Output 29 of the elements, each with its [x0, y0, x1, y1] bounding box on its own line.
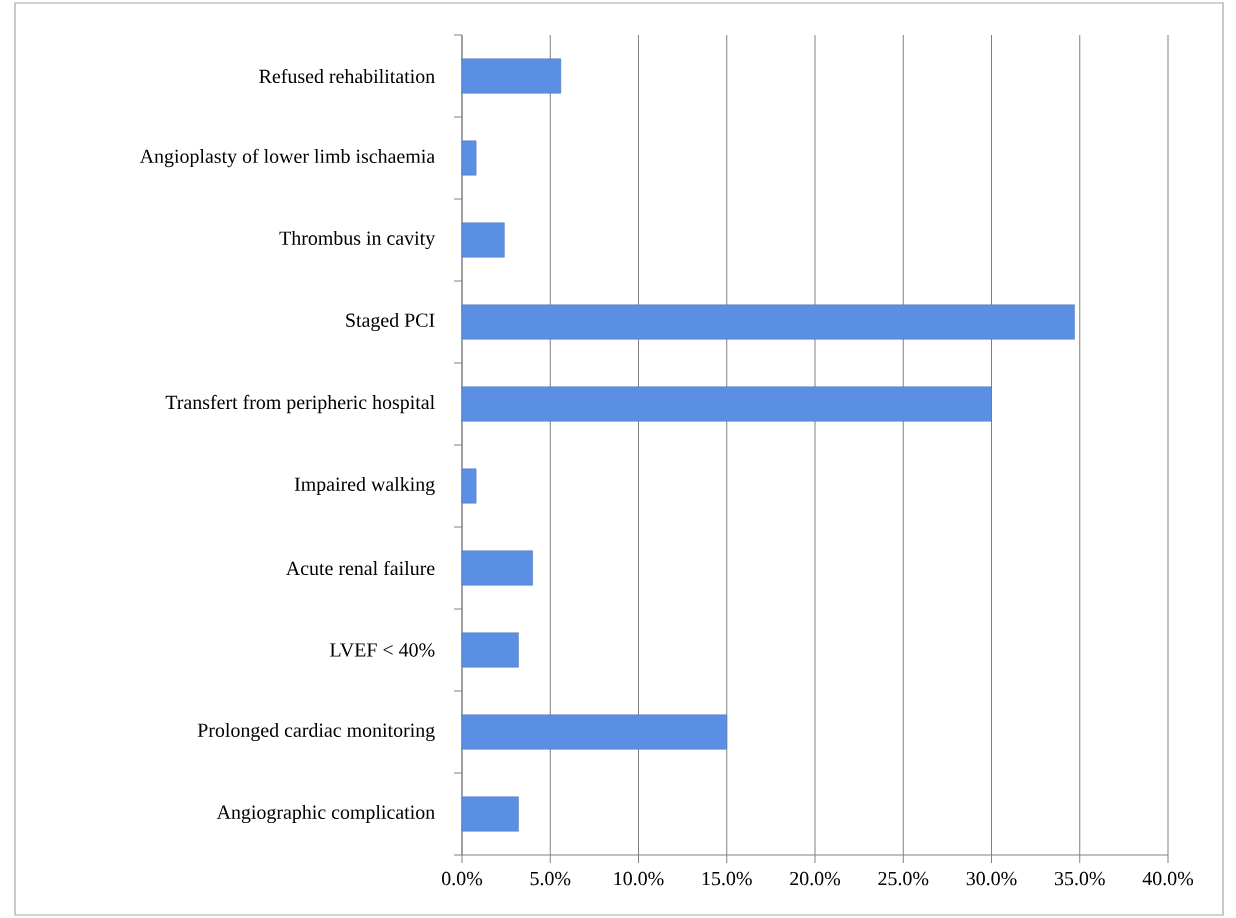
bar [461, 140, 477, 176]
bar [461, 386, 992, 422]
y-tick-label: Thrombus in cavity [279, 230, 436, 250]
y-tick-label: Angiographic complication [216, 804, 435, 824]
bar [461, 304, 1075, 340]
bar [461, 632, 519, 668]
y-tick-label: Acute renal failure [285, 560, 435, 576]
y-tick-label: Prolonged cardiac monitoring [197, 722, 435, 742]
y-tick-label: Transfert from peripheric hospital [165, 394, 435, 414]
y-tick-label: Staged PCI [346, 312, 435, 332]
y-tick-label: Angioplasty of lower limb ischaemia [139, 148, 435, 168]
bar [461, 550, 533, 586]
bar [461, 222, 505, 258]
y-tick-label: Refused rehabilitation [259, 68, 435, 84]
x-tick-label: 10.0% [614, 871, 664, 886]
bar [461, 714, 727, 750]
x-tick-label: 25.0% [878, 871, 929, 886]
bar [461, 796, 519, 832]
bar [461, 468, 477, 504]
x-tick-label: 15.0% [702, 871, 752, 886]
x-tick-label: 5.0% [530, 871, 571, 886]
x-tick-label: 30.0% [966, 871, 1017, 886]
bar [461, 58, 562, 94]
x-tick-label: 40.0% [1142, 871, 1194, 886]
x-tick-label: 0.0% [442, 871, 483, 886]
x-tick-label: 35.0% [1054, 871, 1105, 886]
y-tick-label: Impaired walking [294, 476, 435, 496]
y-tick-label: LVEF < 40% [330, 643, 435, 657]
x-tick-label: 20.0% [790, 871, 841, 886]
